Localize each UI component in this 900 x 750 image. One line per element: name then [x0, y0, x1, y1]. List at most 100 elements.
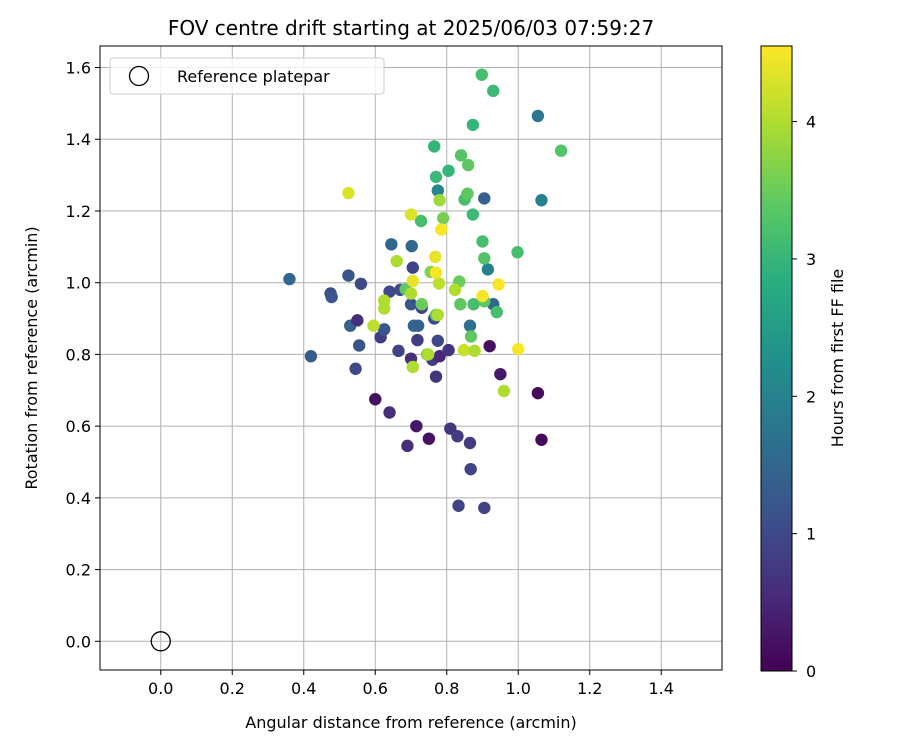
colorbar: 0 1 2 3 4 Hours from first FF file: [760, 45, 847, 681]
data-point: [410, 419, 423, 433]
data-point: [432, 277, 446, 290]
data-point: [429, 170, 443, 184]
data-point: [406, 274, 419, 288]
data-point: [377, 302, 391, 315]
data-point: [421, 348, 435, 361]
data-point: [475, 68, 488, 81]
reference-point: [150, 631, 171, 652]
data-point: [431, 308, 445, 322]
data-point: [383, 285, 396, 298]
x-axis-label: Angular distance from reference (arcmin): [245, 713, 576, 732]
data-point: [478, 252, 491, 265]
data-point: [404, 287, 418, 300]
x-tick-label: 0.6: [363, 679, 388, 698]
x-tick-label: 1.4: [649, 679, 674, 698]
data-point: [466, 208, 480, 221]
plot-frame: [99, 45, 723, 671]
data-point: [481, 263, 495, 276]
data-point: [448, 283, 462, 297]
data-point: [352, 339, 366, 352]
data-point: [401, 439, 414, 453]
data-point: [511, 246, 524, 259]
data-point: [461, 158, 475, 172]
data-point: [464, 462, 477, 476]
data-point: [531, 386, 545, 400]
data-point: [490, 305, 503, 319]
legend-box: [109, 57, 385, 95]
colorbar-ticks: 0 1 2 3 4: [792, 113, 816, 681]
colorbar-tick-label: 4: [806, 113, 816, 132]
data-point: [411, 333, 424, 347]
y-axis-ticks: 0.0 0.2 0.4 0.6 0.8 1.0 1.2 1.4 1.6: [66, 59, 100, 651]
colorbar-tick-label: 1: [806, 525, 816, 544]
data-point: [463, 436, 477, 450]
data-point: [463, 319, 477, 332]
data-point: [451, 429, 464, 443]
data-point: [466, 118, 480, 132]
data-point: [429, 370, 443, 383]
y-tick-label: 1.4: [66, 130, 91, 149]
data-point: [390, 254, 403, 268]
data-point: [476, 235, 489, 248]
data-point: [404, 298, 418, 311]
data-points: [283, 68, 568, 515]
data-point: [283, 272, 296, 286]
y-tick-label: 0.0: [66, 632, 91, 651]
data-point: [406, 261, 419, 274]
data-point: [351, 314, 364, 327]
data-point: [478, 192, 491, 205]
data-point: [454, 298, 467, 311]
y-tick-label: 0.4: [66, 489, 91, 508]
data-point: [429, 266, 443, 279]
data-point: [483, 339, 496, 353]
data-point: [454, 149, 468, 162]
data-point: [452, 499, 465, 512]
x-axis-ticks: 0.0 0.2 0.4 0.6 0.8 1.0 1.2 1.4: [148, 670, 674, 698]
y-tick-label: 1.2: [66, 202, 91, 221]
data-point: [428, 140, 441, 153]
data-point: [304, 350, 318, 363]
legend-marker-icon: [128, 65, 150, 87]
colorbar-tick-label: 2: [806, 387, 816, 406]
data-point: [433, 350, 446, 363]
data-point: [404, 208, 418, 221]
data-point: [422, 432, 436, 445]
data-point: [414, 214, 428, 228]
y-tick-label: 1.0: [66, 274, 91, 293]
data-point: [535, 194, 548, 207]
data-point: [535, 433, 548, 446]
data-point: [554, 144, 568, 157]
data-point: [405, 239, 418, 253]
chart-title: FOV centre drift starting at 2025/06/03 …: [168, 16, 654, 40]
data-point: [385, 238, 398, 251]
data-point: [497, 384, 511, 398]
data-point: [342, 269, 355, 282]
data-point: [392, 344, 405, 358]
data-point: [354, 277, 368, 290]
y-tick-label: 1.6: [66, 59, 91, 78]
y-tick-label: 0.6: [66, 417, 91, 436]
data-point: [464, 330, 478, 343]
data-point: [442, 343, 455, 357]
data-point: [457, 343, 471, 357]
data-point: [461, 187, 474, 200]
legend-label: Reference platepar: [177, 67, 330, 86]
data-point: [492, 278, 505, 291]
data-point: [377, 323, 391, 336]
data-point: [468, 344, 481, 358]
data-point: [415, 298, 428, 311]
data-point: [406, 360, 419, 374]
data-point: [325, 290, 338, 304]
data-point: [411, 319, 425, 332]
data-point: [383, 406, 396, 419]
x-tick-label: 0.8: [434, 679, 459, 698]
reference-marker: [150, 631, 171, 652]
data-point: [436, 211, 450, 225]
data-point: [435, 223, 448, 236]
data-point: [431, 334, 445, 347]
y-axis-label: Rotation from reference (arcmin): [22, 226, 41, 489]
legend: Reference platepar: [109, 57, 385, 95]
data-point: [349, 362, 362, 375]
data-point: [512, 342, 525, 356]
